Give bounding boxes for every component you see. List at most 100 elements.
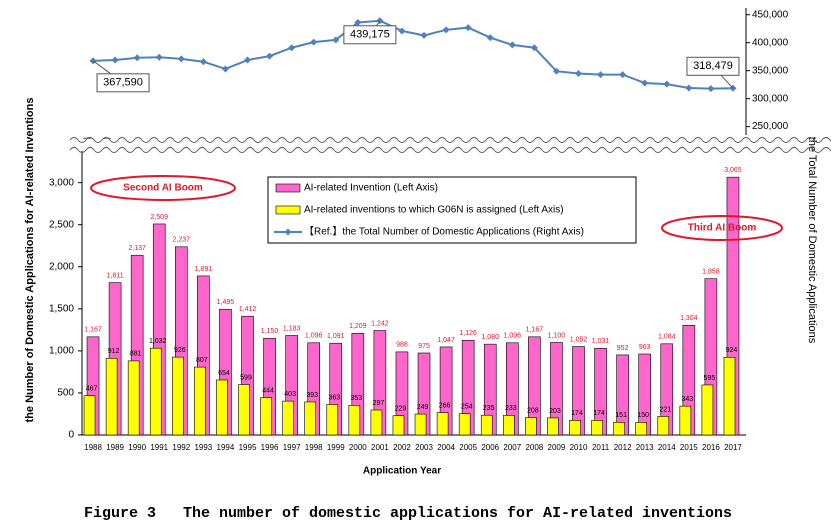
data-label: 912	[108, 348, 120, 355]
x-tick-label: 2010	[570, 443, 588, 452]
x-tick-label: 2017	[724, 443, 742, 452]
bar	[282, 400, 294, 436]
bar	[83, 395, 96, 436]
x-axis-label: Application Year	[363, 466, 441, 477]
y-tick-label: 2,500	[49, 219, 74, 230]
bar	[657, 416, 670, 436]
marker	[486, 34, 494, 42]
x-tick-label: 2011	[592, 443, 610, 452]
annotation: Second AI Boom	[123, 183, 203, 194]
data-label: 1,047	[437, 337, 455, 344]
marker	[641, 79, 649, 87]
data-label: 1,052	[570, 336, 588, 343]
break-line	[69, 147, 831, 153]
callout-label: 318,479	[693, 60, 733, 72]
bar	[569, 420, 581, 436]
bar	[304, 401, 317, 436]
x-tick-label: 1992	[172, 443, 190, 452]
caption: Figure 3 The number of domestic applicat…	[84, 505, 732, 522]
x-tick-label: 2013	[636, 443, 654, 452]
legend-label: 【Ref.】the Total Number of Domestic Appli…	[304, 226, 584, 238]
bar	[216, 379, 228, 436]
bar	[260, 397, 272, 436]
data-label: 343	[681, 396, 693, 403]
data-label: 151	[615, 412, 627, 419]
x-tick-label: 2001	[371, 443, 389, 452]
bar	[591, 420, 603, 436]
legend-label: AI-related Invention (Left Axis)	[304, 183, 438, 194]
marker	[310, 38, 318, 46]
bar	[172, 356, 184, 436]
marker	[575, 69, 582, 77]
data-label: 1,031	[592, 338, 610, 345]
data-label: 150	[637, 412, 649, 419]
x-tick-label: 2015	[680, 443, 698, 452]
data-label: 297	[373, 400, 385, 407]
x-tick-label: 1991	[150, 443, 168, 452]
y2-tick-label: 400,000	[752, 37, 789, 48]
data-label: 963	[639, 344, 651, 351]
callout-label: 439,175	[350, 29, 390, 41]
marker	[619, 71, 627, 79]
y2-tick-label: 250,000	[752, 121, 789, 132]
x-tick-label: 2016	[702, 443, 720, 452]
data-label: 654	[218, 370, 230, 377]
data-label: 353	[350, 395, 362, 402]
data-label: 1,100	[548, 332, 566, 339]
x-tick-label: 2004	[437, 443, 455, 452]
bar	[525, 417, 537, 436]
x-tick-label: 1996	[261, 443, 279, 452]
data-label: 1,167	[84, 327, 102, 334]
data-label: 988	[396, 342, 408, 349]
data-label: 208	[527, 407, 539, 414]
marker	[199, 58, 207, 66]
marker	[332, 36, 340, 44]
bar	[194, 366, 206, 436]
bar	[701, 384, 714, 436]
marker	[442, 26, 450, 34]
y-tick-label: 1,000	[49, 346, 74, 357]
data-label: 975	[418, 343, 430, 350]
data-label: 1,167	[526, 327, 544, 334]
y2-tick-label: 450,000	[752, 9, 789, 20]
x-tick-label: 2005	[459, 443, 477, 452]
bar	[326, 404, 339, 436]
bar	[458, 413, 471, 436]
marker	[111, 56, 119, 64]
x-tick-label: 1988	[84, 443, 102, 452]
marker	[354, 19, 362, 27]
bar	[613, 421, 625, 436]
annotation-ellipse	[90, 175, 236, 201]
y-tick-label: 2,000	[49, 261, 74, 272]
x-tick-label: 2003	[415, 443, 433, 452]
y-tick-label: 3,000	[49, 177, 74, 188]
data-label: 1,091	[327, 333, 345, 340]
data-label: 467	[86, 386, 98, 393]
data-label: 229	[395, 406, 407, 413]
data-label: 249	[417, 404, 429, 411]
bar	[238, 384, 250, 436]
bar	[392, 415, 405, 436]
x-tick-label: 1997	[283, 443, 301, 452]
data-label: 2,237	[173, 237, 191, 244]
data-label: 599	[240, 374, 252, 381]
data-label: 1,080	[481, 334, 499, 341]
callout-box	[343, 25, 397, 45]
data-label: 266	[439, 402, 451, 409]
x-tick-label: 1999	[327, 443, 345, 452]
bar	[127, 360, 140, 436]
bar	[414, 413, 427, 436]
data-label: 393	[306, 392, 318, 399]
data-label: 1,183	[283, 325, 301, 332]
data-label: 1,096	[504, 333, 522, 340]
data-label: 807	[196, 357, 208, 364]
bar	[149, 347, 162, 436]
bar	[502, 415, 515, 436]
bar	[679, 405, 692, 436]
data-label: 1,084	[658, 334, 676, 341]
y-tick-label: 1,500	[49, 303, 74, 314]
data-label: 1,811	[107, 273, 124, 280]
callout-label: 367,590	[103, 77, 143, 89]
callout-box	[686, 56, 740, 76]
